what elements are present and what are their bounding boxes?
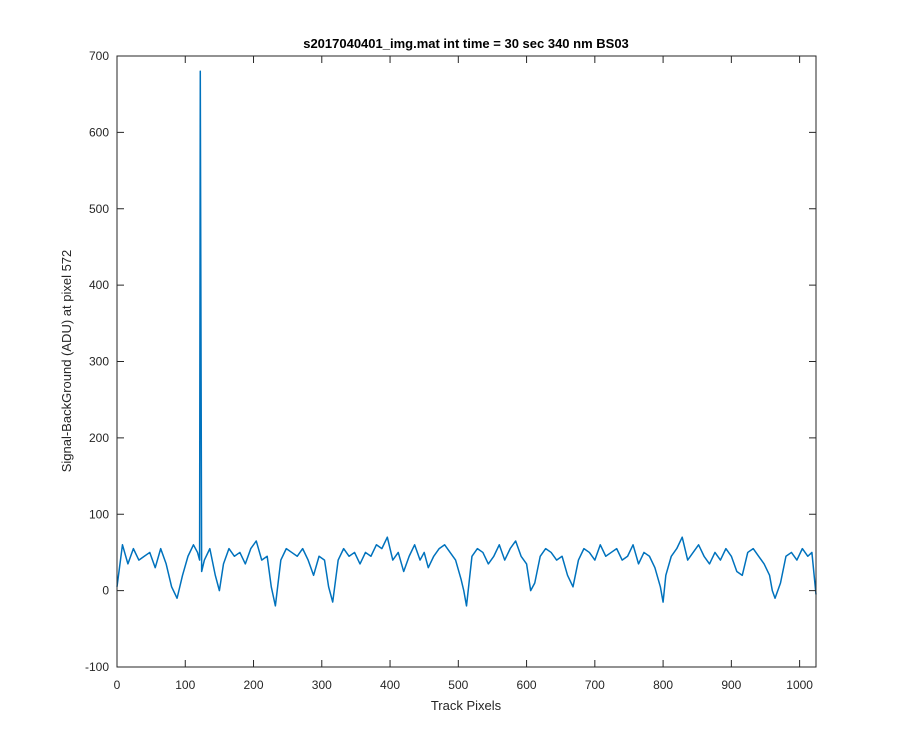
y-tick-label: 400 xyxy=(89,278,109,292)
x-tick-label: 200 xyxy=(244,678,264,692)
y-tick-label: 0 xyxy=(102,584,109,598)
y-tick-label: 700 xyxy=(89,49,109,63)
x-tick-label: 1000 xyxy=(786,678,813,692)
y-axis-label: Signal-BackGround (ADU) at pixel 572 xyxy=(59,250,74,473)
y-tick-label: 600 xyxy=(89,125,109,139)
plot-area xyxy=(117,56,816,667)
x-tick-label: 500 xyxy=(448,678,468,692)
x-tick-label: 600 xyxy=(517,678,537,692)
x-tick-label: 300 xyxy=(312,678,332,692)
x-tick-label: 900 xyxy=(721,678,741,692)
y-tick-label: -100 xyxy=(85,660,109,674)
y-tick-label: 100 xyxy=(89,507,109,521)
x-tick-label: 700 xyxy=(585,678,605,692)
series-line xyxy=(116,70,817,607)
x-tick-label: 800 xyxy=(653,678,673,692)
chart-title: s2017040401_img.mat int time = 30 sec 34… xyxy=(303,36,629,51)
x-tick-label: 0 xyxy=(114,678,121,692)
axes-box xyxy=(116,55,817,668)
y-tick-label: 500 xyxy=(89,202,109,216)
series-layer xyxy=(116,70,817,607)
x-tick-label: 400 xyxy=(380,678,400,692)
x-tick-label: 100 xyxy=(175,678,195,692)
y-tick-label: 200 xyxy=(89,431,109,445)
x-axis-label: Track Pixels xyxy=(431,698,502,713)
tick-layer: 0 100 200 300 400 500 600 700 800 900 1000 -100 0 100… xyxy=(85,49,816,692)
y-tick-label: 300 xyxy=(89,355,109,369)
